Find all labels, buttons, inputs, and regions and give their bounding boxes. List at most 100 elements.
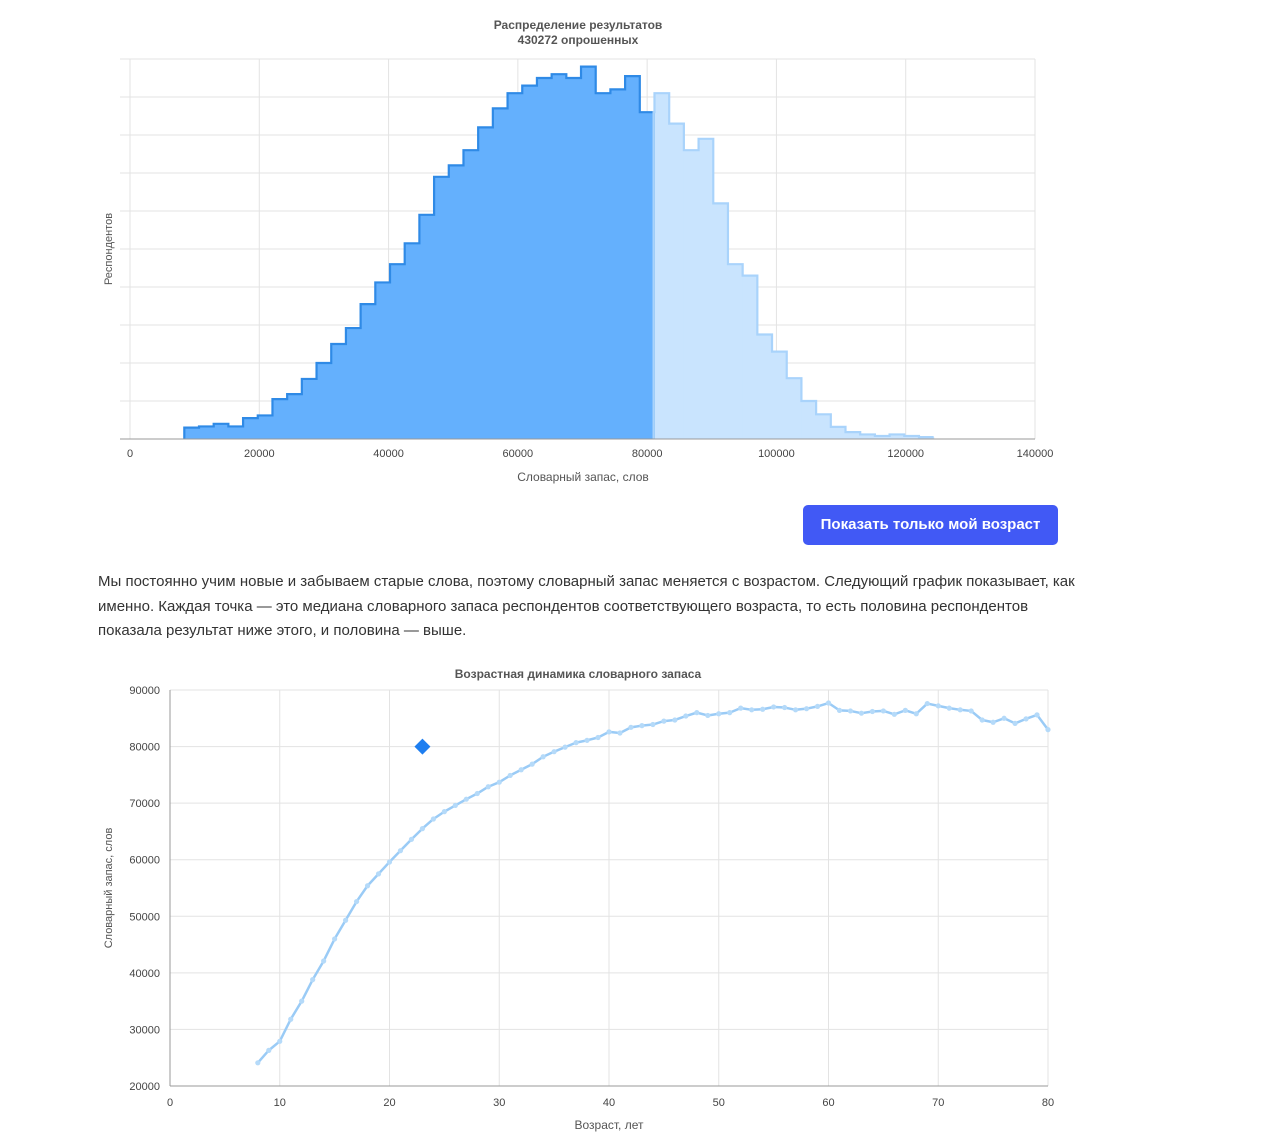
age-median-point <box>617 730 623 736</box>
histogram-x-tick-label: 60000 <box>503 448 534 460</box>
age-median-point <box>979 717 985 723</box>
age-median-point <box>485 784 491 790</box>
histogram-bar <box>228 426 244 439</box>
age-median-point <box>935 703 941 709</box>
age-median-point <box>1023 716 1029 722</box>
age-median-point <box>463 796 469 802</box>
histogram-chart: Распределение результатов 430272 опрошен… <box>103 18 1053 484</box>
age-median-point <box>1001 715 1007 721</box>
age-median-point <box>749 707 755 713</box>
age-median-point <box>792 707 799 713</box>
histogram-bar <box>727 264 744 439</box>
histogram-bar <box>198 426 215 439</box>
histogram-bar <box>536 78 553 439</box>
age-chart-x-tick-label: 70 <box>932 1097 944 1109</box>
age-median-point <box>529 761 535 767</box>
age-median-point <box>968 708 974 714</box>
show-my-age-button[interactable]: Показать только мой возраст <box>803 505 1058 545</box>
histogram-bar <box>595 93 612 439</box>
age-chart-y-tick-label: 60000 <box>129 855 160 867</box>
age-chart-y-tick-label: 20000 <box>129 1081 160 1093</box>
histogram-y-label: Респондентов <box>103 213 115 285</box>
histogram-x-tick-label: 100000 <box>758 448 795 460</box>
histogram-bar <box>463 150 479 439</box>
age-median-point <box>716 711 722 717</box>
histogram-bar <box>581 66 597 439</box>
user-result-marker <box>414 738 431 755</box>
age-chart-y-tick-label: 50000 <box>129 911 160 923</box>
age-median-point <box>782 704 788 711</box>
age-median-point <box>474 790 480 797</box>
age-median-point <box>913 711 919 717</box>
histogram-bar <box>184 427 200 439</box>
age-median-point <box>771 704 777 710</box>
age-median-point <box>430 816 436 822</box>
age-median-point <box>1034 712 1040 718</box>
age-median-point <box>628 724 634 730</box>
age-dynamics-chart: Возрастная динамика словарного запаса 0 1… <box>103 667 1054 1132</box>
histogram-bar <box>786 378 803 439</box>
age-chart-x-tick-label: 60 <box>822 1097 834 1109</box>
age-median-line <box>256 701 1050 1064</box>
histogram-outline-rest <box>652 92 934 439</box>
age-chart-x-tick-label: 20 <box>383 1097 395 1109</box>
histogram-bar <box>874 435 891 439</box>
histogram-bar <box>860 434 876 439</box>
age-median-point <box>825 700 832 706</box>
age-median-point <box>847 708 854 714</box>
age-median-point <box>694 710 700 716</box>
age-median-point <box>255 1060 261 1066</box>
age-chart-y-ticks: 20000 30000 40000 50000 60000 70000 80000 90000 <box>129 685 160 1093</box>
age-chart-x-tick-label: 10 <box>274 1097 286 1109</box>
age-chart-y-tick-label: 30000 <box>129 1024 160 1036</box>
age-chart-title: Возрастная динамика словарного запаса <box>455 667 702 681</box>
age-median-point <box>836 707 843 713</box>
age-chart-x-tick-label: 40 <box>603 1097 615 1109</box>
age-median-point <box>803 706 810 712</box>
age-median-point <box>902 707 908 713</box>
histogram-bar <box>801 401 817 439</box>
histogram-bar <box>213 423 229 439</box>
age-median-point <box>858 710 865 716</box>
age-median-point <box>880 708 886 714</box>
histogram-bar <box>522 85 538 439</box>
age-median-point <box>683 713 689 719</box>
histogram-bar <box>404 243 420 439</box>
age-chart-y-tick-label: 40000 <box>129 968 160 980</box>
age-median-point <box>573 740 579 746</box>
histogram-bar <box>742 275 758 439</box>
age-median-point <box>705 712 711 719</box>
age-median-point <box>353 898 360 905</box>
age-chart-y-tick-label: 70000 <box>129 798 160 810</box>
histogram-bar <box>419 214 435 439</box>
histogram-bar <box>243 418 259 439</box>
age-chart-x-label: Возраст, лет <box>575 1118 645 1132</box>
age-chart-grid <box>169 689 1049 1087</box>
age-median-point <box>364 883 371 889</box>
histogram-bar <box>390 264 406 439</box>
histogram-x-tick-label: 0 <box>127 448 133 460</box>
histogram-x-tick-label: 120000 <box>887 448 924 460</box>
age-median-point <box>814 703 821 710</box>
histogram-bar <box>610 89 626 440</box>
age-median-point <box>386 859 393 865</box>
age-median-point <box>957 707 963 713</box>
histogram-bar <box>772 351 788 439</box>
histogram-bar <box>507 93 523 439</box>
histogram-bar <box>625 76 641 439</box>
histogram-bar <box>830 426 847 439</box>
histogram-bar <box>639 112 654 439</box>
histogram-bar <box>272 399 288 439</box>
age-chart-x-tick-label: 30 <box>493 1097 505 1109</box>
age-median-point <box>606 729 612 735</box>
histogram-bar <box>816 414 832 439</box>
age-chart-y-label: Словарный запас, слов <box>103 828 115 949</box>
age-median-point <box>562 744 568 750</box>
age-median-point <box>397 848 404 854</box>
histogram-bar <box>713 203 729 439</box>
histogram-bar <box>257 415 274 439</box>
histogram-bar <box>331 344 347 439</box>
age-median-point <box>924 700 930 707</box>
age-median-point <box>375 871 382 877</box>
histogram-bar <box>287 394 303 439</box>
